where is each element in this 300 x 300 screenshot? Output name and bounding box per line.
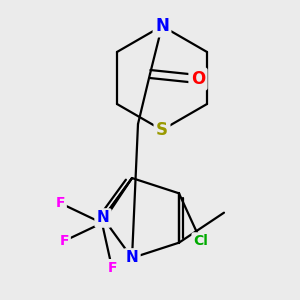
Text: F: F: [107, 261, 117, 275]
Text: N: N: [155, 17, 169, 35]
Text: N: N: [97, 211, 110, 226]
Text: F: F: [55, 196, 65, 210]
Text: O: O: [191, 70, 205, 88]
Text: F: F: [59, 234, 69, 248]
Text: N: N: [126, 250, 138, 266]
Text: S: S: [156, 121, 168, 139]
Text: Cl: Cl: [194, 234, 208, 248]
